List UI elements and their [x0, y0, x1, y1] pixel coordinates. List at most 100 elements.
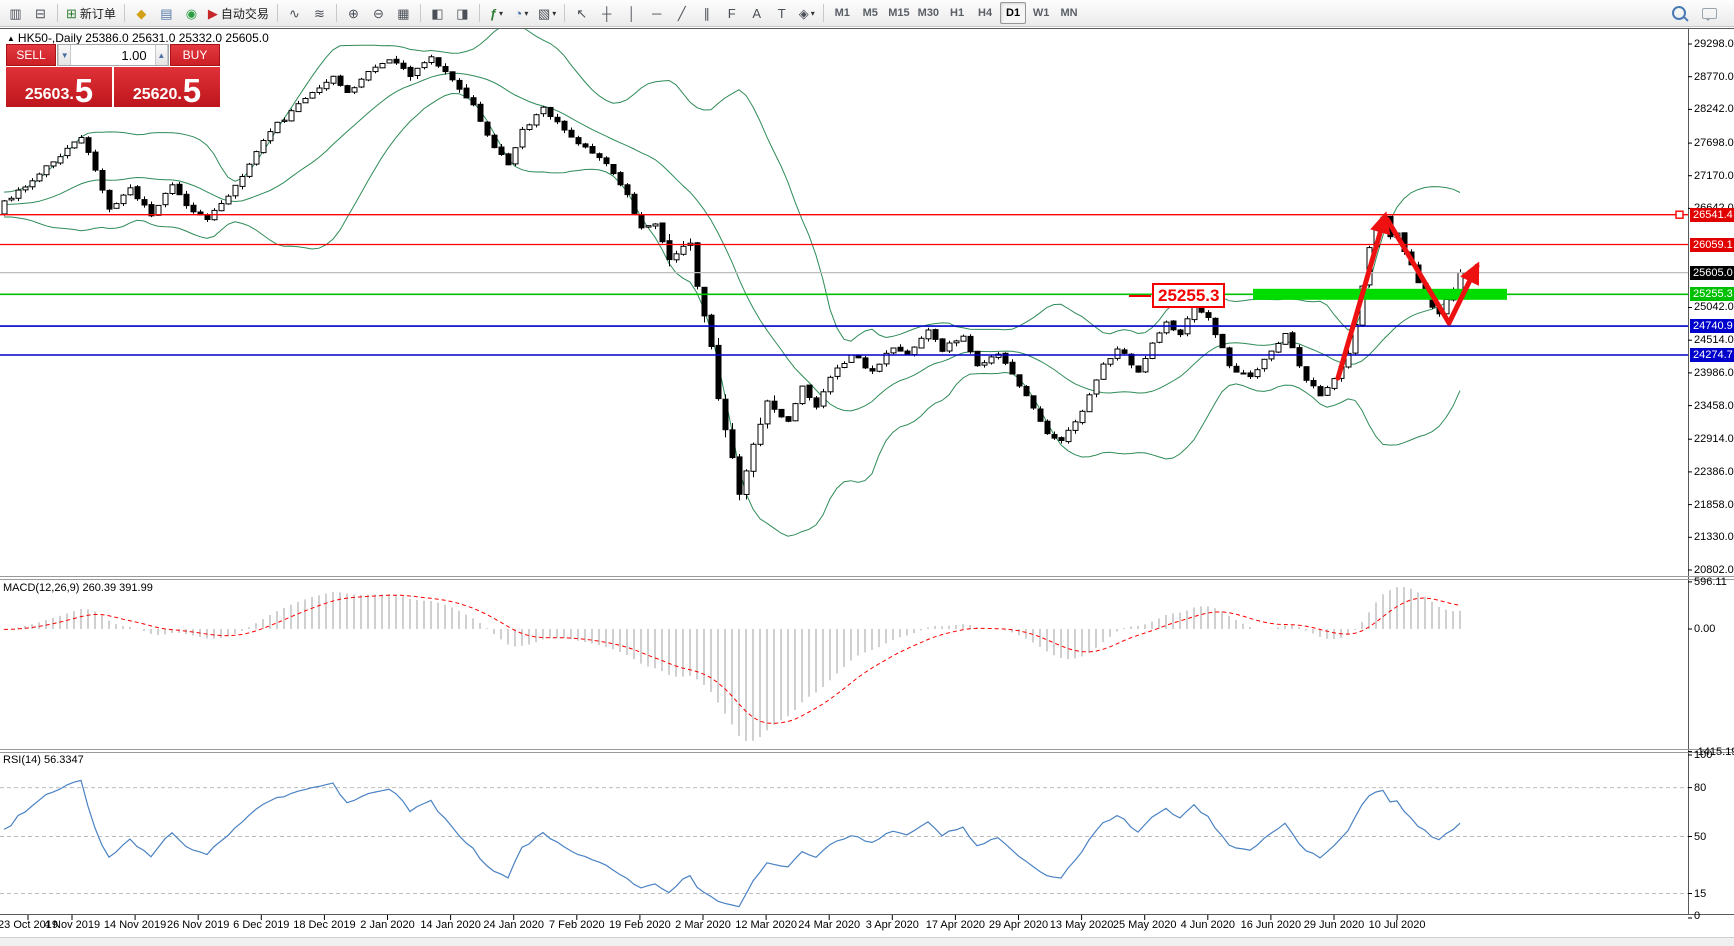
timeframe-m5-button[interactable]: M5 [857, 2, 883, 24]
volume-input[interactable] [71, 45, 155, 65]
candle-body [806, 384, 813, 399]
price-tag[interactable]: 24740.9 [1690, 319, 1734, 334]
crosshair-button[interactable]: ┼ [595, 2, 618, 24]
time-axis-label: 2 Mar 2020 [675, 919, 731, 931]
candle-body [1317, 386, 1324, 397]
add-indicator-button[interactable]: ƒ ▾ [485, 2, 508, 24]
search-button[interactable] [1667, 2, 1690, 24]
chat-button[interactable] [1698, 2, 1721, 24]
candle-body [659, 222, 666, 243]
cursor-button[interactable]: ↖ [570, 2, 593, 24]
timeframe-m1-button[interactable]: M1 [829, 2, 855, 24]
time-axis-label: 16 Jun 2020 [1240, 919, 1302, 931]
time-axis-label: 18 Dec 2019 [293, 919, 356, 931]
candle-body [1177, 329, 1184, 336]
chart-window-icon[interactable]: ⊟ [29, 2, 52, 24]
profiles-icon[interactable]: ▤ [155, 2, 178, 24]
sell-button[interactable]: SELL [6, 44, 56, 66]
volume-control: ▼ ▲ [57, 44, 169, 66]
panel-frame-lines [0, 28, 1734, 920]
buy-button[interactable]: BUY [170, 44, 220, 66]
zoom-in-button[interactable]: ⊕ [342, 2, 365, 24]
candle-body [813, 397, 820, 408]
candle-body [428, 56, 435, 63]
price-tag[interactable]: 25255.3 [1690, 287, 1734, 302]
price-tag[interactable]: 25605.0 [1690, 265, 1734, 280]
indicators-window-icon[interactable]: ∿ [283, 2, 306, 24]
bar-chart-icon[interactable]: ▥ [4, 2, 27, 24]
price-axis-tick: 20802.0 [1694, 564, 1734, 576]
trendline-glyph: ╱ [677, 5, 686, 21]
time-axis-label: 2 Jan 2020 [360, 919, 415, 931]
timeframe-h1-button[interactable]: H1 [944, 2, 970, 24]
candle-body [1093, 379, 1100, 395]
signals-icon-glyph: ◉ [185, 5, 198, 21]
candle-body [57, 156, 64, 164]
terminal-panel-icon[interactable]: ◨ [451, 2, 474, 24]
vertical-line-button[interactable]: │ [620, 2, 643, 24]
macd-signal-line [3, 594, 1461, 724]
autotrading-button[interactable]: ▶ 自动交易 [205, 2, 272, 24]
timeframe-d1-button[interactable]: D1 [1000, 2, 1027, 24]
price-tag[interactable]: 26541.4 [1690, 207, 1734, 222]
navigator-panel-icon[interactable]: ◧ [426, 2, 449, 24]
timeframe-h4-button[interactable]: H4 [972, 2, 998, 24]
vertical-line-glyph: │ [627, 5, 636, 21]
period-clock-icon[interactable]: ◔ ▾ [510, 2, 533, 24]
channel-button[interactable]: ∥ [695, 2, 718, 24]
candle-body [113, 203, 120, 209]
price-axis-tick: 27170.0 [1694, 169, 1734, 182]
zoom-out-button[interactable]: ⊖ [367, 2, 390, 24]
time-axis-label: 29 Jun 2020 [1303, 919, 1365, 931]
timeframe-m30-button[interactable]: M30 [915, 2, 942, 24]
horizontal-line-button[interactable]: ─ [645, 2, 668, 24]
collapse-quotes-icon[interactable]: ▲ [7, 34, 15, 43]
timeframe-m15-button[interactable]: M15 [885, 2, 912, 24]
price-axis-tick: 22914.0 [1694, 433, 1734, 446]
price-tag[interactable]: 24274.7 [1690, 347, 1734, 362]
price-tag[interactable]: 26059.1 [1690, 237, 1734, 252]
dropdown-caret-icon: ▾ [552, 8, 557, 18]
candle-body [484, 121, 491, 136]
fibonacci-button[interactable]: F [720, 2, 743, 24]
new-order-button[interactable]: ⊞ 新订单 [63, 2, 119, 24]
text-label-glyph: T [777, 5, 786, 21]
time-axis-label: 17 Apr 2020 [925, 919, 986, 931]
volume-decrease-button[interactable]: ▼ [58, 45, 72, 65]
candle-body [218, 203, 225, 212]
price-callout-label[interactable]: 25255.3 [1152, 283, 1226, 308]
templates-icon[interactable]: ▧ ▾ [535, 2, 559, 24]
macd-axis-tick: 0.00 [1694, 623, 1716, 635]
shapes-button[interactable]: ◈ ▾ [795, 2, 818, 24]
timeframe-w1-button[interactable]: W1 [1028, 2, 1054, 24]
candle-body [771, 400, 778, 410]
signals-icon[interactable]: ◉ [180, 2, 203, 24]
zoom-in-glyph: ⊕ [347, 5, 359, 21]
styler-icon[interactable]: ◆ [130, 2, 153, 24]
candle-body [498, 146, 505, 155]
time-axis-label: 29 Apr 2020 [988, 919, 1049, 931]
candle-body [645, 225, 652, 228]
candle-body [1289, 332, 1296, 349]
tile-windows-icon[interactable]: ▦ [392, 2, 415, 24]
text-button[interactable]: A [745, 2, 768, 24]
candle-body [1282, 333, 1289, 345]
toolbar-separator [276, 4, 278, 22]
buy-price[interactable]: 25620. 5 [114, 67, 220, 107]
trendline-button[interactable]: ╱ [670, 2, 693, 24]
candle-body [1156, 332, 1163, 343]
search-icon [1671, 6, 1686, 20]
candle-body [400, 62, 407, 69]
text-label-button[interactable]: T [770, 2, 793, 24]
timeframe-mn-button[interactable]: MN [1056, 2, 1082, 24]
sell-price[interactable]: 25603. 5 [6, 67, 112, 107]
objects-list-icon[interactable]: ≋ [308, 2, 331, 24]
candlestick-series [1, 54, 1464, 501]
candle-body [820, 391, 827, 407]
volume-increase-button[interactable]: ▲ [154, 45, 168, 65]
candle-body [1226, 347, 1233, 367]
price-axis-tick: 25042.0 [1694, 301, 1734, 314]
toolbar-separator [564, 4, 566, 22]
candle-body [71, 141, 78, 149]
